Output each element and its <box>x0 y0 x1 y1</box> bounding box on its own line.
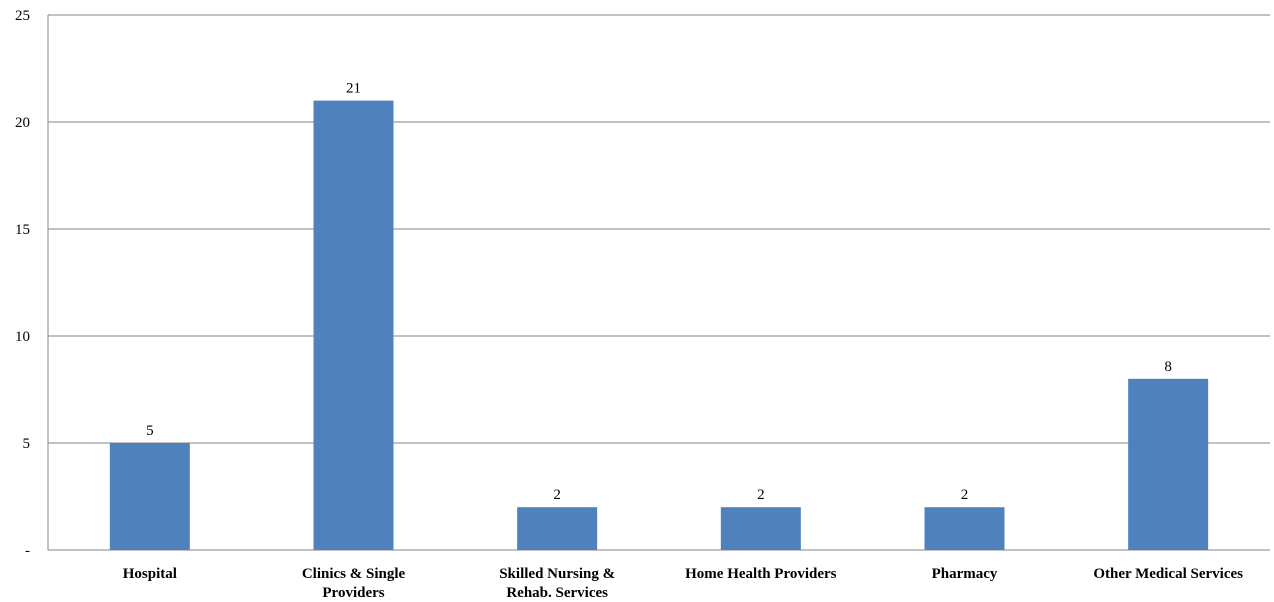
bar <box>924 507 1005 550</box>
bar <box>109 443 190 550</box>
category-label: Hospital <box>123 566 177 582</box>
axes <box>47 15 1270 551</box>
category-label-line: Other Medical Services <box>1093 566 1243 582</box>
data-labels: 5 21 2 2 2 8 <box>146 81 1172 504</box>
bar <box>720 507 801 550</box>
bars <box>109 100 1209 550</box>
category-label-line: Rehab. Services <box>506 585 608 601</box>
category-label: Home Health Providers <box>685 566 837 582</box>
data-label: 21 <box>346 81 361 97</box>
category-label-line: Skilled Nursing & <box>499 566 615 582</box>
data-label: 5 <box>146 423 154 439</box>
y-tick-label: 15 <box>15 222 30 238</box>
data-label: 2 <box>757 487 765 503</box>
category-label: Pharmacy <box>932 566 998 582</box>
data-label: 2 <box>961 487 969 503</box>
y-axis-tick-labels: - 5 10 15 20 25 <box>15 8 30 559</box>
y-tick-label: 25 <box>15 8 30 24</box>
category-label-line: Hospital <box>123 566 177 582</box>
data-label: 2 <box>553 487 561 503</box>
category-label: Clinics & Single Providers <box>302 566 406 601</box>
category-label-line: Clinics & Single <box>302 566 406 582</box>
y-tick-label: 20 <box>15 115 30 131</box>
gridlines <box>48 14 1270 444</box>
category-label-line: Providers <box>322 585 384 601</box>
category-label-line: Pharmacy <box>932 566 998 582</box>
category-label: Other Medical Services <box>1093 566 1243 582</box>
bar <box>517 507 598 550</box>
bar <box>1128 378 1209 550</box>
category-label: Skilled Nursing & Rehab. Services <box>499 566 615 601</box>
x-axis-category-labels: Hospital Clinics & Single Providers Skilled… <box>123 566 1243 601</box>
data-label: 8 <box>1164 359 1172 375</box>
category-label-line: Home Health Providers <box>685 566 837 582</box>
bar <box>313 100 394 550</box>
y-tick-label: 5 <box>23 436 31 452</box>
y-tick-label: - <box>25 543 30 559</box>
y-tick-label: 10 <box>15 329 30 345</box>
